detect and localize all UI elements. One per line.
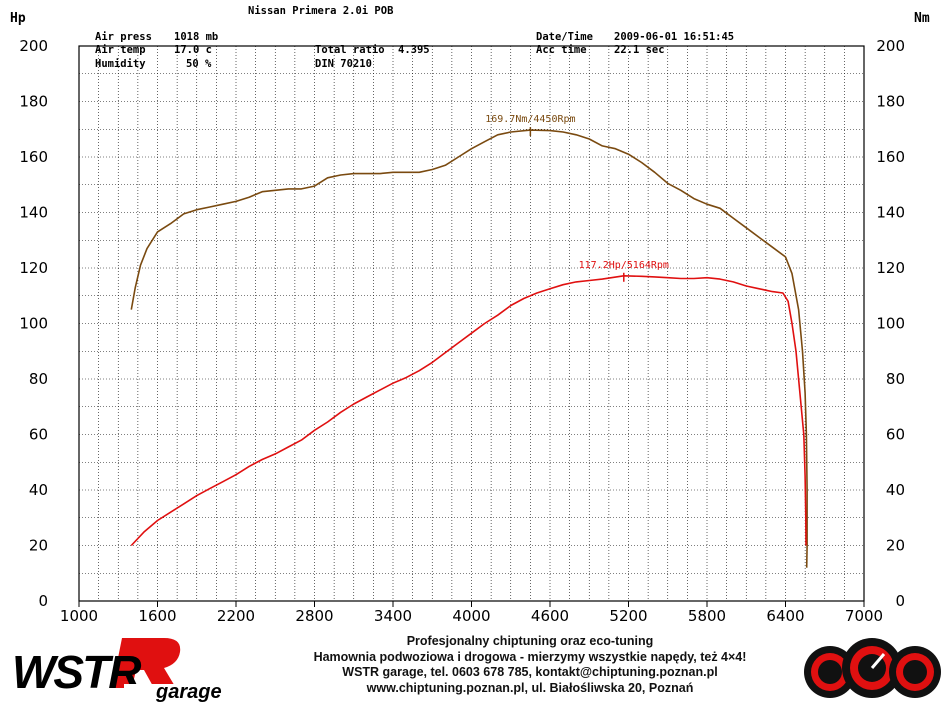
air-temp-label: Air temp — [95, 44, 146, 56]
y-tick-label-left: 20 — [29, 537, 48, 555]
dyno-chart: Hp Nm Nissan Primera 2.0i POB Air press … — [10, 5, 930, 625]
chart-title: Nissan Primera 2.0i POB — [248, 5, 393, 17]
power-peak-label: 117.2Hp/5164Rpm — [579, 260, 669, 271]
y-tick-label-left: 40 — [29, 481, 48, 499]
x-tick-label: 6400 — [766, 607, 804, 625]
y-tick-label-right: 80 — [886, 370, 905, 388]
x-tick-label: 3400 — [374, 607, 412, 625]
y-tick-label-right: 180 — [876, 93, 905, 111]
x-tick-label: 5200 — [609, 607, 647, 625]
power-curve — [130, 275, 807, 547]
footer-line-2: Hamownia podwoziowa i drogowa - mierzymy… — [313, 649, 747, 664]
y-tick-label-left: 60 — [29, 426, 48, 444]
y-tick-label-left: 0 — [38, 592, 48, 610]
datetime-value: 2009-06-01 16:51:45 — [614, 31, 734, 43]
right-unit-label: Nm — [914, 11, 930, 26]
x-tick-label: 1600 — [138, 607, 176, 625]
acc-time-value: 22.1 sec — [614, 44, 665, 56]
x-tick-label: 2800 — [295, 607, 333, 625]
footer-line-3: WSTR garage, tel. 0603 678 785, kontakt@… — [342, 665, 718, 679]
logo-sub-text: garage — [155, 681, 222, 702]
y-tick-label-right: 0 — [895, 592, 905, 610]
grid — [79, 46, 864, 601]
y-tick-label-right: 140 — [876, 204, 905, 222]
air-press-label: Air press — [95, 31, 152, 43]
x-tick-label: 4600 — [531, 607, 569, 625]
torque-curve — [130, 129, 808, 568]
chart-svg: Hp Nm Nissan Primera 2.0i POB Air press … — [10, 5, 930, 625]
y-tick-label-right: 20 — [886, 537, 905, 555]
footer-line-4: www.chiptuning.poznan.pl, ul. Białośliws… — [366, 680, 694, 695]
humidity-value: 50 % — [186, 58, 212, 70]
gauges-logo — [800, 632, 945, 702]
y-tick-label-left: 120 — [19, 259, 48, 277]
din-label: DIN 70210 — [315, 58, 372, 70]
x-tick-label: 4000 — [452, 607, 490, 625]
x-tick-label: 7000 — [845, 607, 883, 625]
peak-labels: 169.7Nm/4450Rpm 117.2Hp/5164Rpm — [485, 114, 669, 282]
series — [130, 129, 808, 568]
air-temp-value: 17.0 c — [174, 44, 212, 56]
y-tick-label-right: 160 — [876, 148, 905, 166]
y-tick-label-left: 80 — [29, 370, 48, 388]
total-ratio-value: 4.395 — [398, 44, 430, 56]
y-tick-label-left: 180 — [19, 93, 48, 111]
footer-info: Profesjonalny chiptuning oraz eco-tuning… — [250, 634, 810, 696]
wstr-garage-logo: WSTR garage — [4, 636, 266, 703]
y-tick-label-right: 60 — [886, 426, 905, 444]
total-ratio-label: Total ratio — [315, 44, 385, 56]
x-tick-label: 5800 — [688, 607, 726, 625]
logo-main-text: WSTR — [12, 646, 141, 698]
torque-peak-label: 169.7Nm/4450Rpm — [485, 114, 575, 125]
axes: 1000 1600 2200 2800 3400 4000 4600 5200 5800 6400… — [19, 37, 905, 625]
x-tick-label: 2200 — [217, 607, 255, 625]
y-tick-label-left: 140 — [19, 204, 48, 222]
footer-banner: WSTR garage Profesjonalny chiptuning ora… — [0, 628, 947, 704]
y-tick-label-right: 120 — [876, 259, 905, 277]
y-tick-label-right: 200 — [876, 37, 905, 55]
y-tick-label-left: 100 — [19, 315, 48, 333]
left-unit-label: Hp — [10, 11, 26, 26]
acc-time-label: Acc time — [536, 44, 587, 56]
y-tick-label-left: 200 — [19, 37, 48, 55]
humidity-label: Humidity — [95, 58, 146, 70]
y-tick-label-left: 160 — [19, 148, 48, 166]
y-tick-label-right: 100 — [876, 315, 905, 333]
air-press-value: 1018 mb — [174, 31, 218, 43]
y-tick-label-right: 40 — [886, 481, 905, 499]
x-tick-label: 1000 — [60, 607, 98, 625]
datetime-label: Date/Time — [536, 31, 593, 43]
footer-line-1: Profesjonalny chiptuning oraz eco-tuning — [406, 634, 654, 648]
